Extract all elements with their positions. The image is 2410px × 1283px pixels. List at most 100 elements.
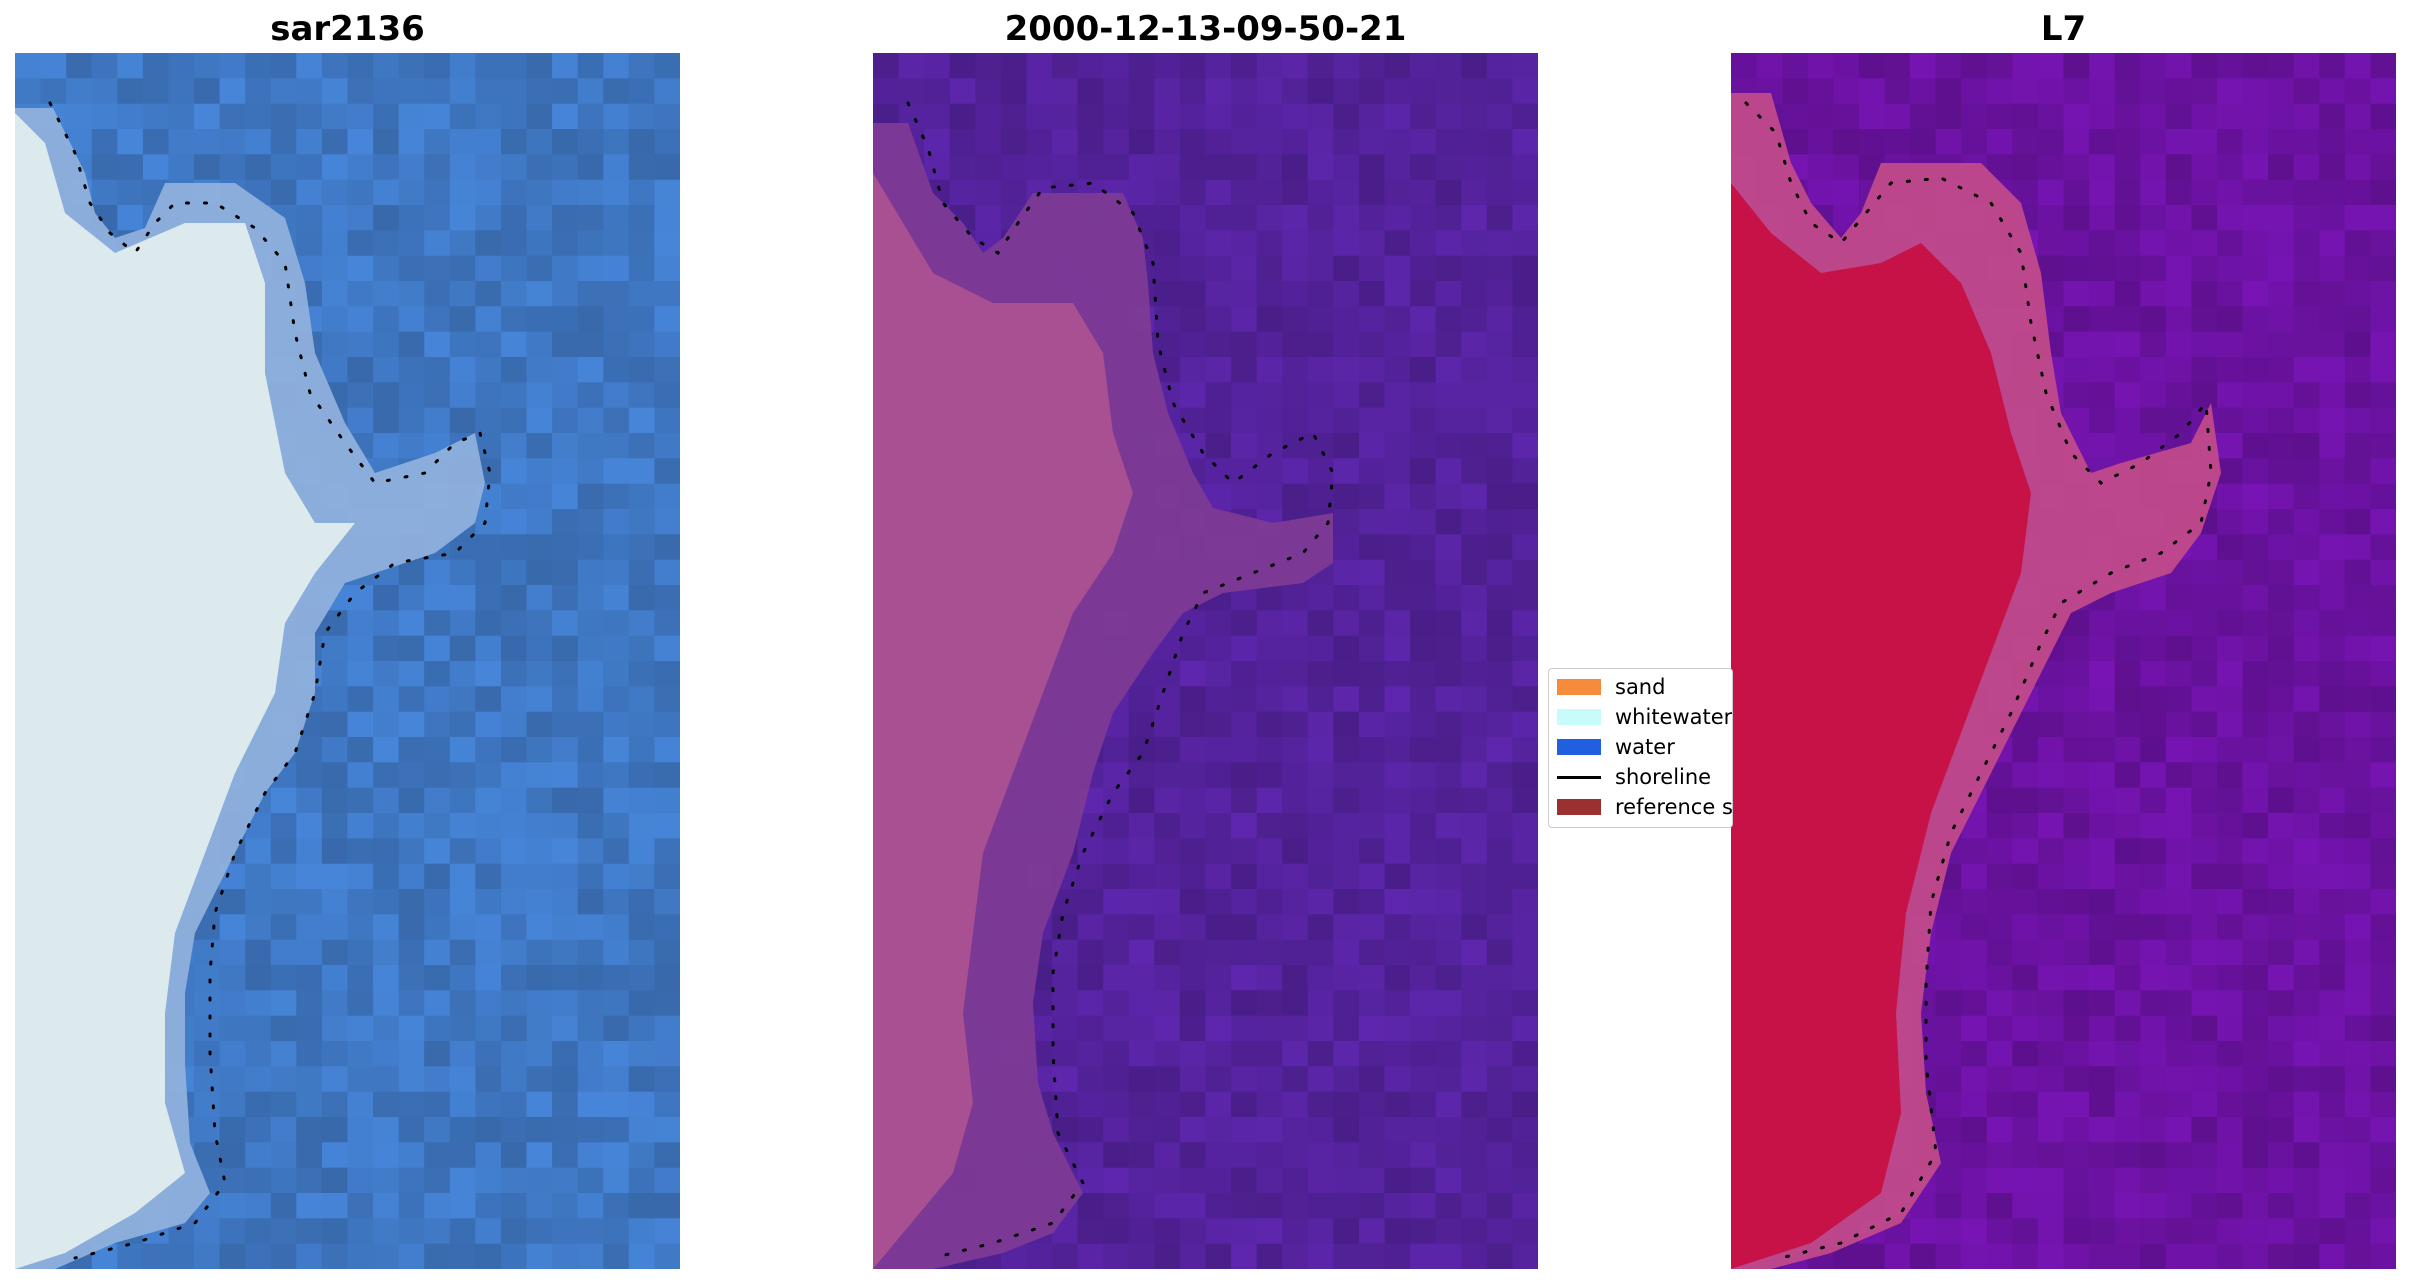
image-pixel <box>1128 154 1155 181</box>
image-pixel <box>1154 230 1181 257</box>
image-pixel <box>1461 1015 1488 1042</box>
image-pixel <box>1486 585 1513 611</box>
image-pixel <box>2165 1193 2192 1219</box>
image-pixel <box>1435 534 1462 561</box>
image-pixel <box>2089 53 2116 79</box>
image-pixel <box>475 610 502 637</box>
image-pixel <box>2319 686 2346 713</box>
image-pixel <box>1205 863 1232 890</box>
image-pixel <box>194 1041 221 1067</box>
image-pixel <box>347 306 374 333</box>
image-pixel <box>2217 737 2244 763</box>
image-pixel <box>1307 1066 1334 1093</box>
image-pixel <box>2114 965 2141 991</box>
image-pixel <box>2242 914 2269 941</box>
legend-label-sand: sand <box>1615 675 1666 699</box>
image-pixel <box>1179 1142 1207 1169</box>
image-pixel <box>1282 1091 1309 1118</box>
image-pixel <box>1231 458 1258 485</box>
image-pixel <box>2089 281 2116 307</box>
image-pixel <box>2344 78 2371 105</box>
image-pixel <box>1486 889 1513 915</box>
image-pixel <box>347 357 374 383</box>
image-pixel <box>1282 939 1309 966</box>
image-pixel <box>1103 990 1130 1017</box>
image-pixel <box>1435 1015 1462 1042</box>
image-pixel <box>2293 965 2320 991</box>
image-pixel <box>1282 483 1309 510</box>
image-pixel <box>2242 762 2269 789</box>
image-pixel <box>1461 889 1488 915</box>
image-pixel <box>552 939 579 966</box>
image-pixel <box>1103 103 1130 130</box>
image-pixel <box>1256 1167 1283 1194</box>
image-pixel <box>2242 635 2269 662</box>
image-pixel <box>373 1117 400 1143</box>
image-pixel <box>2370 129 2396 155</box>
image-pixel <box>2217 939 2244 966</box>
image-pixel <box>1307 965 1334 991</box>
image-pixel <box>347 762 374 789</box>
image-pixel <box>1205 1015 1232 1042</box>
image-pixel <box>1128 1041 1155 1067</box>
image-pixel <box>2089 686 2116 713</box>
image-pixel <box>270 1117 297 1143</box>
image-pixel <box>1359 610 1386 637</box>
image-pixel <box>398 154 425 181</box>
image-pixel <box>296 230 323 257</box>
image-pixel <box>91 154 118 181</box>
image-pixel <box>654 179 680 206</box>
image-pixel <box>2063 306 2090 333</box>
image-pixel <box>1154 281 1181 307</box>
image-pixel <box>628 939 655 966</box>
image-pixel <box>424 762 451 789</box>
image-pixel <box>1384 458 1411 485</box>
image-pixel <box>2114 711 2141 738</box>
image-pixel <box>1128 737 1155 763</box>
image-pixel <box>1410 635 1437 662</box>
image-pixel <box>219 154 246 181</box>
image-pixel <box>2319 939 2346 966</box>
image-pixel <box>2370 737 2396 763</box>
image-pixel <box>2319 205 2346 231</box>
image-pixel <box>40 78 67 105</box>
image-pixel <box>2370 585 2396 611</box>
image-pixel <box>2217 255 2244 282</box>
image-pixel <box>373 357 400 383</box>
image-pixel <box>296 813 323 839</box>
image-pixel <box>1307 990 1334 1017</box>
image-pixel <box>2217 610 2244 637</box>
image-pixel <box>2268 255 2295 282</box>
image-pixel <box>1410 559 1437 586</box>
image-pixel <box>1384 813 1411 839</box>
image-pixel <box>117 205 144 231</box>
image-pixel <box>1282 737 1309 763</box>
image-pixel <box>603 1066 630 1093</box>
image-pixel <box>1154 306 1181 333</box>
image-pixel <box>2242 534 2269 561</box>
image-pixel <box>2191 1142 2218 1169</box>
image-pixel <box>1282 331 1309 358</box>
image-pixel <box>1077 53 1104 79</box>
panel-title-rgb: sar2136 <box>270 9 425 49</box>
image-pixel <box>1179 1218 1207 1245</box>
image-pixel <box>1333 433 1360 459</box>
image-pixel <box>2191 357 2218 383</box>
image-pixel <box>1154 129 1181 155</box>
image-pixel <box>1884 103 1911 130</box>
image-pixel <box>398 78 425 105</box>
image-pixel <box>1435 458 1462 485</box>
image-pixel <box>1512 382 1538 409</box>
image-pixel <box>1231 306 1258 333</box>
image-pixel <box>1256 281 1283 307</box>
image-pixel <box>2319 433 2346 459</box>
image-pixel <box>501 1167 528 1194</box>
image-pixel <box>1205 78 1232 105</box>
image-pixel <box>2191 382 2218 409</box>
image-pixel <box>424 230 451 257</box>
image-pixel <box>975 129 1002 155</box>
image-pixel <box>628 838 655 865</box>
image-pixel <box>1256 179 1283 206</box>
image-pixel <box>1512 433 1538 459</box>
image-pixel <box>2344 737 2371 763</box>
